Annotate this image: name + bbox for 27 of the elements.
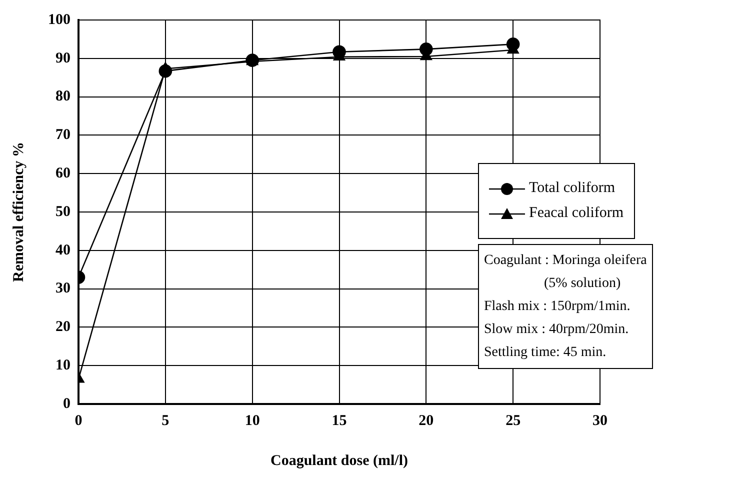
y-tick-label: 100 <box>48 12 70 28</box>
y-axis-title: Removal efficiency % <box>10 142 27 282</box>
y-tick-label: 10 <box>56 357 70 374</box>
y-tick-label: 0 <box>63 396 70 412</box>
y-tick-label: 80 <box>56 88 70 105</box>
x-tick-label: 0 <box>74 412 82 429</box>
annotation: Slow mix : 40rpm/20min. <box>484 321 630 339</box>
y-tick-label: 50 <box>56 204 70 220</box>
y-tick-label: 40 <box>56 242 70 258</box>
x-axis-title: Coagulant dose (ml/l) <box>270 452 408 469</box>
y-tick-label: 60 <box>56 165 70 182</box>
y-tick-label: 70 <box>56 127 70 144</box>
x-tick-label: 10 <box>244 412 260 429</box>
legend-label: Total coliform <box>529 180 616 197</box>
x-tick-label: 15 <box>332 412 347 429</box>
y-tick-label: 20 <box>56 319 70 336</box>
annotation: (5% solution) <box>543 275 622 293</box>
x-tick-label: 30 <box>592 412 608 429</box>
x-tick-label: 25 <box>506 412 521 429</box>
annotation: Coagulant : Moringa oleifera <box>484 252 647 270</box>
annotation: Settling time: 45 min. <box>484 344 608 362</box>
x-tick-label: 20 <box>418 412 434 429</box>
y-tick-label: 30 <box>56 280 70 297</box>
annotation: Flash mix : 150rpm/1min. <box>484 298 632 316</box>
legend-label: Feacal coliform <box>529 205 624 222</box>
y-tick-label: 90 <box>56 50 70 66</box>
x-tick-label: 5 <box>162 412 170 429</box>
